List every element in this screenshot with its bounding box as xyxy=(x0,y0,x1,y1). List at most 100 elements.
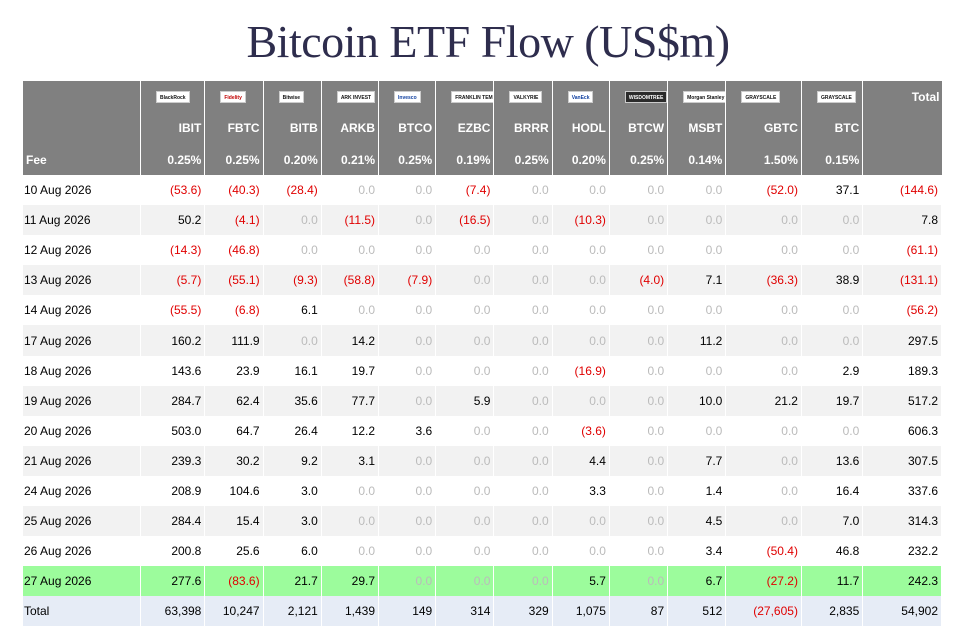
flow-value: (16.5) xyxy=(435,205,495,236)
flow-value: (4.0) xyxy=(609,265,669,296)
table-row: 17 Aug 2026 160.2 111.9 0.0 14.2 0.0 0.0 0.0 0.0… xyxy=(23,325,942,356)
flow-value: 38.9 xyxy=(801,265,864,296)
flow-value: 0.0 xyxy=(435,235,495,266)
issuer-logo-cell: Fidelity xyxy=(204,81,264,112)
flow-value: 0.0 xyxy=(378,175,437,206)
flow-value: 4.4 xyxy=(552,445,610,476)
flow-value: 0.0 xyxy=(435,475,495,507)
flow-value: 0.0 xyxy=(609,235,669,266)
flow-value: 160.2 xyxy=(140,325,206,356)
total-value: 1,439 xyxy=(321,596,380,627)
flow-value: 0.0 xyxy=(667,295,727,326)
flow-value: 0.0 xyxy=(435,445,495,476)
total-value: 149 xyxy=(378,596,437,627)
row-date: 27 Aug 2026 xyxy=(23,566,141,597)
issuer-logo-cell: ARK INVEST xyxy=(321,81,380,112)
total-value: 87 xyxy=(609,596,669,627)
ticker-header: BRRR xyxy=(493,112,553,144)
totals-label: Total xyxy=(23,596,141,627)
table-row: 27 Aug 2026 277.6 (83.6) 21.7 29.7 0.0 0.0 0.0 5… xyxy=(23,566,942,597)
flow-value: 46.8 xyxy=(801,536,864,567)
issuer-logo-cell: Bitwise xyxy=(263,81,322,112)
flow-value: (14.3) xyxy=(140,235,206,266)
flow-value: 111.9 xyxy=(204,325,264,356)
issuer-logo-ark-invest: ARK INVEST xyxy=(336,91,376,104)
flow-value: 0.0 xyxy=(378,385,437,416)
issuer-logo-bitwise: Bitwise xyxy=(278,91,305,104)
flow-value: (58.8) xyxy=(321,265,380,296)
row-total: (56.2) xyxy=(862,295,942,326)
flow-value: 0.0 xyxy=(609,205,669,236)
flow-value: 0.0 xyxy=(435,506,495,537)
flow-value: 0.0 xyxy=(725,205,802,236)
flow-value: 3.6 xyxy=(378,415,437,446)
flow-value: 0.0 xyxy=(552,385,610,416)
flow-value: (40.3) xyxy=(204,175,264,206)
flow-value: 6.1 xyxy=(263,295,322,326)
flow-value: 37.1 xyxy=(801,175,864,206)
row-date: 14 Aug 2026 xyxy=(23,295,141,326)
row-total: 337.6 xyxy=(862,475,942,507)
total-value: 2,835 xyxy=(801,596,864,627)
flow-value: 50.2 xyxy=(140,205,206,236)
flow-value: 0.0 xyxy=(378,325,437,356)
flow-value: 0.0 xyxy=(667,205,727,236)
issuer-logo-wisdomtree: WISDOMTREE xyxy=(624,91,667,104)
total-value: 2,121 xyxy=(263,596,322,627)
flow-value: 0.0 xyxy=(378,475,437,507)
table-row: 26 Aug 2026 200.8 25.6 6.0 0.0 0.0 0.0 0.0 0.0 0.… xyxy=(23,536,942,567)
flow-value: 0.0 xyxy=(725,506,802,537)
ticker-header: IBIT xyxy=(140,112,206,144)
total-value: 1,075 xyxy=(552,596,610,627)
flow-value: 0.0 xyxy=(609,385,669,416)
flow-value: (50.4) xyxy=(725,536,802,567)
flow-value: (3.6) xyxy=(552,415,610,446)
row-date: 25 Aug 2026 xyxy=(23,506,141,537)
ticker-header: BTCW xyxy=(609,112,669,144)
flow-value: 0.0 xyxy=(552,235,610,266)
table-row: 14 Aug 2026 (55.5) (6.8) 6.1 0.0 0.0 0.0 0.0 0.0… xyxy=(23,295,942,326)
table-row: 19 Aug 2026 284.7 62.4 35.6 77.7 0.0 5.9 0.0 0.0… xyxy=(23,385,942,416)
flow-value: 77.7 xyxy=(321,385,380,416)
flow-value: 11.2 xyxy=(667,325,727,356)
row-date: 19 Aug 2026 xyxy=(23,385,141,416)
table-row: 13 Aug 2026 (5.7) (55.1) (9.3) (58.8) (7.9) 0.… xyxy=(23,265,942,296)
flow-value: 3.0 xyxy=(263,475,322,507)
flow-value: (11.5) xyxy=(321,205,380,236)
flow-value: (28.4) xyxy=(263,175,322,206)
flow-value: (4.1) xyxy=(204,205,264,236)
flow-value: 0.0 xyxy=(378,235,437,266)
flow-value: 0.0 xyxy=(552,325,610,356)
flow-value: (46.8) xyxy=(204,235,264,266)
table-row: 25 Aug 2026 284.4 15.4 3.0 0.0 0.0 0.0 0.0 0.0 0.… xyxy=(23,506,942,537)
flow-value: 0.0 xyxy=(801,325,864,356)
flow-value: 19.7 xyxy=(801,385,864,416)
flow-value: 14.2 xyxy=(321,325,380,356)
flow-value: 0.0 xyxy=(435,265,495,296)
flow-value: 0.0 xyxy=(667,175,727,206)
flow-value: 0.0 xyxy=(725,475,802,507)
flow-value: 3.1 xyxy=(321,445,380,476)
flow-value: 143.6 xyxy=(140,355,206,386)
flow-value: 0.0 xyxy=(493,175,553,206)
row-total: 517.2 xyxy=(862,385,942,416)
fee-value: 0.25% xyxy=(493,144,553,175)
flow-value: 104.6 xyxy=(204,475,264,507)
flow-value: 26.4 xyxy=(263,415,322,446)
row-total: 232.2 xyxy=(862,536,942,567)
flow-value: 6.7 xyxy=(667,566,727,597)
flow-value: 0.0 xyxy=(801,295,864,326)
fee-value: 0.25% xyxy=(609,144,669,175)
flow-value: 0.0 xyxy=(667,355,727,386)
flow-value: 0.0 xyxy=(493,205,553,236)
fee-value: 0.20% xyxy=(263,144,322,175)
fee-total-blank xyxy=(862,144,942,175)
issuer-logo-cell: GRAYSCALE xyxy=(725,81,802,112)
fee-value: 0.15% xyxy=(801,144,864,175)
flow-value: 0.0 xyxy=(493,506,553,537)
flow-value: 0.0 xyxy=(725,415,802,446)
flow-value: 0.0 xyxy=(609,506,669,537)
flow-value: 0.0 xyxy=(609,445,669,476)
totals-row: Total 63,398 10,247 2,121 1,439 149 314 329 1,07… xyxy=(23,596,942,627)
fee-row: Fee 0.25% 0.25% 0.20% 0.21% 0.25% 0.19% 0.25% 0.… xyxy=(23,144,942,175)
